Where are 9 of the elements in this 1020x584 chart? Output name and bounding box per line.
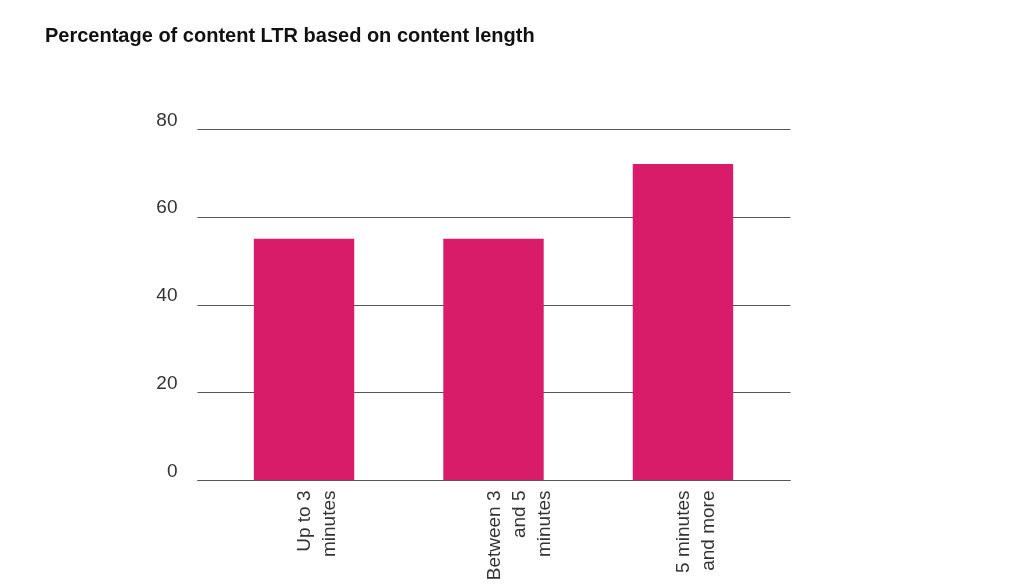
x-tick-label: Up to 3 minutes bbox=[293, 490, 340, 558]
y-tick-label: 80 bbox=[156, 108, 178, 130]
y-tick-label: 0 bbox=[166, 459, 178, 481]
chart-title: Percentage of content LTR based on content length bbox=[45, 24, 535, 46]
y-tick-label: 20 bbox=[156, 371, 178, 393]
y-tick-label: 60 bbox=[156, 196, 178, 218]
y-tick-label: 40 bbox=[156, 284, 178, 305]
x-tick-label: 5 minutes and more bbox=[671, 490, 718, 573]
x-tick-label: Between 3 and 5 minutes bbox=[482, 490, 554, 581]
